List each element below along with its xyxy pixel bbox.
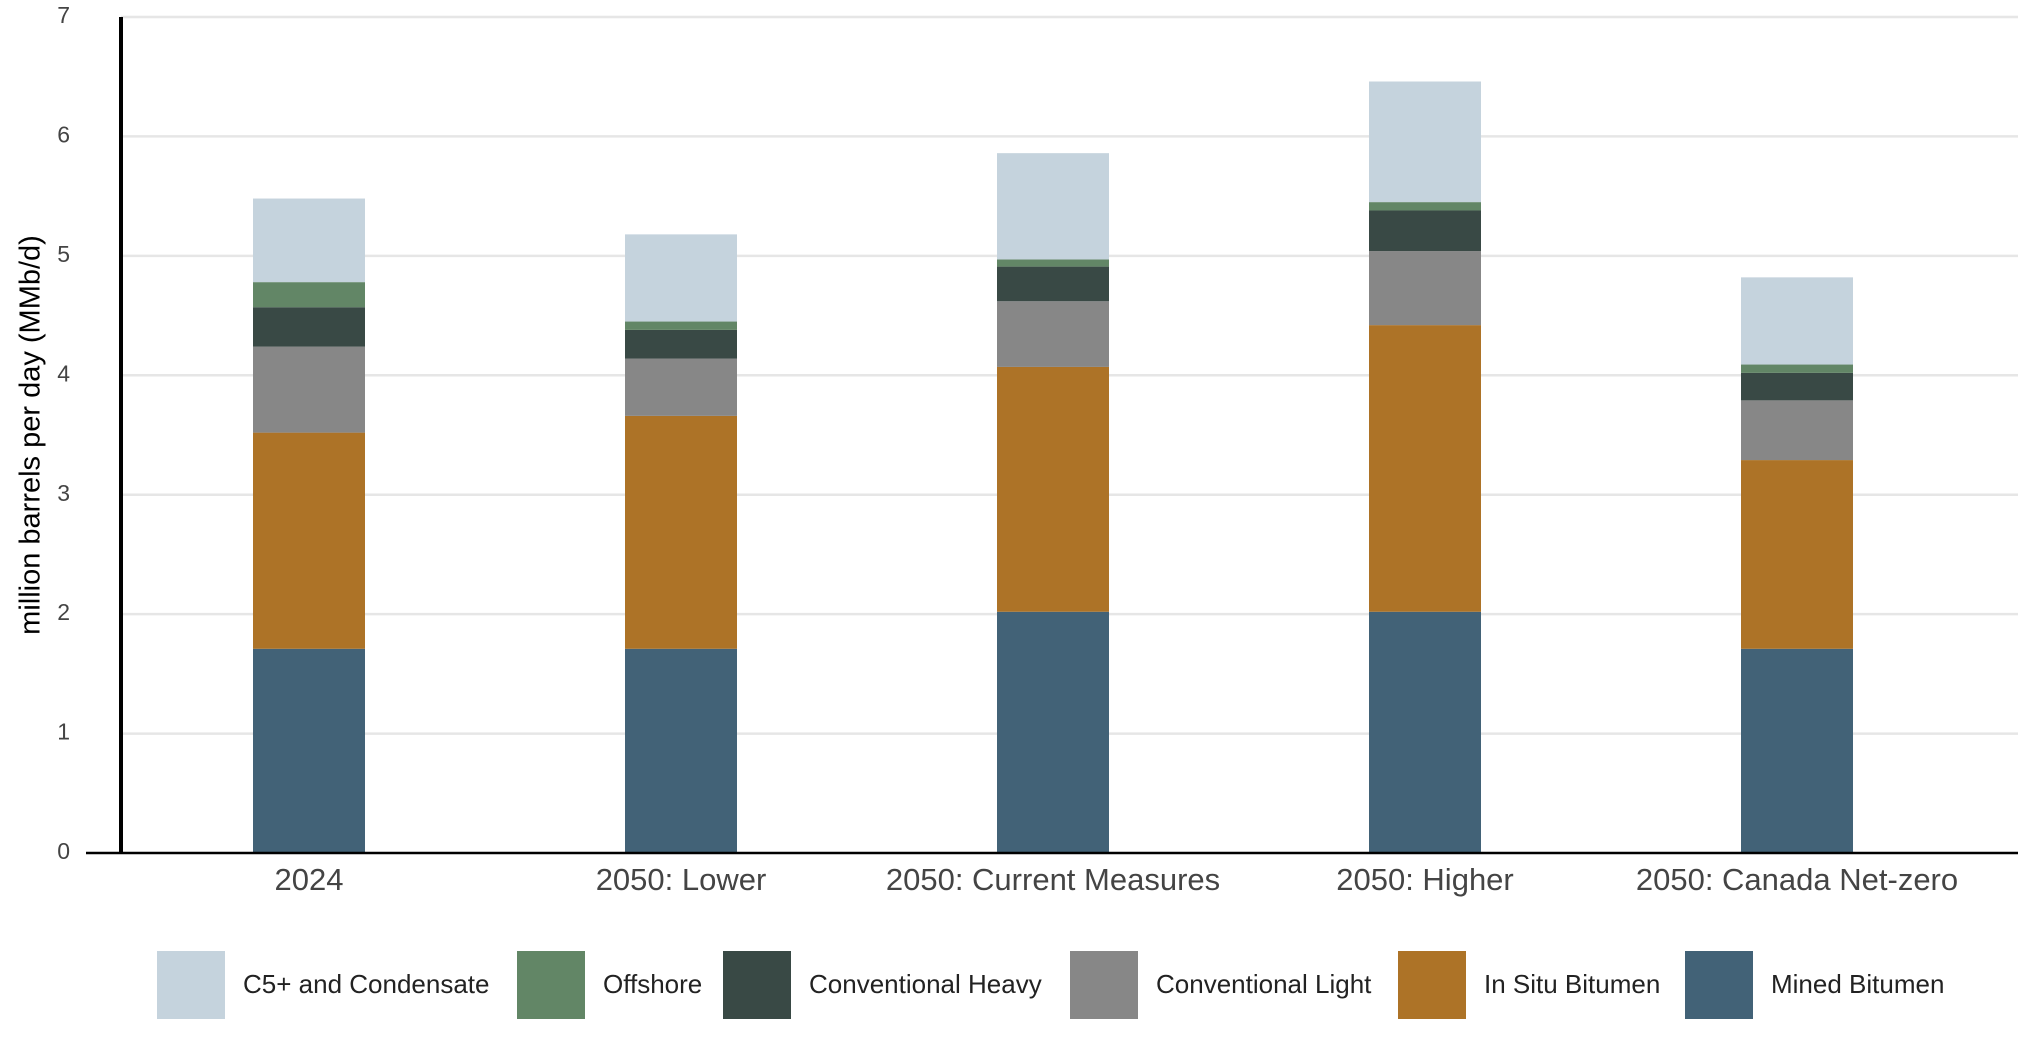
bar-segment: [253, 346, 365, 433]
legend-swatch: [1685, 951, 1753, 1019]
bar-segment: [1741, 460, 1853, 649]
x-tick-label: 2050: Canada Net-zero: [1636, 862, 1958, 897]
x-tick-label: 2050: Higher: [1336, 862, 1514, 897]
bar-segment: [1369, 210, 1481, 252]
bar-segment: [997, 366, 1109, 612]
y-tick-label: 4: [57, 360, 70, 386]
y-tick-label: 2: [57, 599, 70, 625]
bar-segment: [1369, 251, 1481, 326]
bar-segment: [1369, 202, 1481, 211]
y-tick-label: 5: [57, 241, 70, 267]
bar-segment: [253, 198, 365, 283]
legend-label: Conventional Light: [1156, 969, 1372, 999]
legend-label: Offshore: [603, 969, 702, 999]
bar-segment: [997, 259, 1109, 267]
bar-segment: [253, 648, 365, 853]
x-tick-label: 2024: [275, 862, 344, 897]
bar-segment: [1369, 325, 1481, 612]
bar-segment: [253, 432, 365, 649]
legend-swatch: [157, 951, 225, 1019]
y-tick-label: 3: [57, 480, 70, 506]
legend-label: C5+ and Condensate: [243, 969, 489, 999]
legend-swatch: [1070, 951, 1138, 1019]
bar-segment: [625, 415, 737, 649]
bar-segment: [1741, 648, 1853, 853]
y-axis-label: million barrels per day (MMb/d): [15, 235, 47, 635]
bar-segment: [625, 321, 737, 330]
bar-segment: [253, 282, 365, 308]
y-tick-label: 6: [57, 122, 70, 148]
bar-segment: [1741, 364, 1853, 373]
bar-segment: [997, 611, 1109, 853]
bar-segment: [1369, 611, 1481, 853]
legend-label: In Situ Bitumen: [1484, 969, 1660, 999]
bar-segment: [625, 358, 737, 416]
bar-segment: [1741, 277, 1853, 365]
legend-swatch: [517, 951, 585, 1019]
bar-segment: [1741, 372, 1853, 401]
legend-swatch: [1398, 951, 1466, 1019]
bar-segment: [997, 266, 1109, 302]
bar-segment: [997, 153, 1109, 260]
legend-swatch: [723, 951, 791, 1019]
bar-segment: [253, 307, 365, 347]
legend-label: Mined Bitumen: [1771, 969, 1944, 999]
y-tick-label: 1: [57, 719, 70, 745]
legend-label: Conventional Heavy: [809, 969, 1042, 999]
bar-segment: [625, 648, 737, 853]
x-tick-label: 2050: Current Measures: [886, 862, 1220, 897]
bar-segment: [1741, 400, 1853, 461]
bar-segment: [997, 301, 1109, 367]
bar-segment: [1369, 81, 1481, 203]
y-tick-label: 7: [57, 2, 70, 28]
x-tick-label: 2050: Lower: [596, 862, 767, 897]
y-tick-label: 0: [57, 838, 70, 864]
bar-segment: [625, 329, 737, 359]
bar-segment: [625, 234, 737, 322]
